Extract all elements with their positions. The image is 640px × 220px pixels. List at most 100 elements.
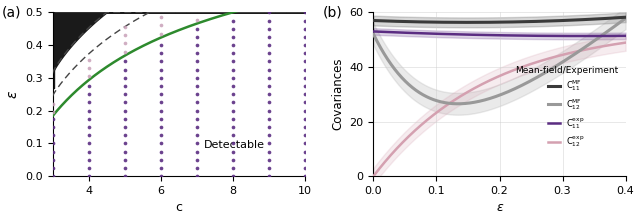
Point bbox=[191, 174, 202, 178]
Point bbox=[156, 68, 166, 72]
Point bbox=[47, 102, 58, 106]
Point bbox=[120, 60, 130, 63]
Point bbox=[120, 68, 130, 72]
Point bbox=[228, 60, 238, 63]
Point bbox=[156, 158, 166, 161]
Point bbox=[300, 43, 310, 47]
Point bbox=[120, 166, 130, 170]
Point bbox=[300, 174, 310, 178]
Point bbox=[228, 35, 238, 39]
Point bbox=[264, 142, 274, 145]
Point bbox=[156, 150, 166, 153]
Point bbox=[264, 174, 274, 178]
Point bbox=[264, 166, 274, 170]
Point bbox=[228, 19, 238, 22]
Point bbox=[191, 109, 202, 112]
Point bbox=[191, 60, 202, 63]
Point bbox=[300, 101, 310, 104]
Point bbox=[300, 11, 310, 14]
Point bbox=[300, 142, 310, 145]
Point bbox=[120, 142, 130, 145]
Point bbox=[264, 158, 274, 161]
Point bbox=[47, 166, 58, 170]
Point bbox=[228, 84, 238, 88]
Point bbox=[83, 125, 93, 129]
Point bbox=[156, 32, 166, 35]
Point bbox=[47, 142, 58, 145]
Point bbox=[300, 109, 310, 112]
Point bbox=[120, 92, 130, 96]
Point bbox=[191, 125, 202, 129]
Point bbox=[120, 125, 130, 129]
Point bbox=[156, 125, 166, 129]
Point bbox=[83, 84, 93, 88]
Point bbox=[83, 158, 93, 161]
Point bbox=[120, 42, 130, 45]
Point bbox=[120, 174, 130, 178]
Point bbox=[156, 92, 166, 96]
Point bbox=[156, 24, 166, 27]
Point bbox=[191, 150, 202, 153]
Point bbox=[264, 68, 274, 72]
Point bbox=[120, 50, 130, 53]
Point bbox=[47, 150, 58, 153]
Point bbox=[264, 109, 274, 112]
Point bbox=[264, 35, 274, 39]
Point bbox=[191, 76, 202, 80]
Point bbox=[300, 134, 310, 137]
Point bbox=[47, 158, 58, 161]
Point bbox=[228, 43, 238, 47]
Point bbox=[120, 134, 130, 137]
Point bbox=[264, 76, 274, 80]
Point bbox=[83, 109, 93, 112]
Point bbox=[300, 125, 310, 129]
Point bbox=[264, 150, 274, 153]
Point bbox=[228, 109, 238, 112]
Text: (a): (a) bbox=[2, 6, 22, 20]
Point bbox=[47, 110, 58, 114]
Point bbox=[191, 92, 202, 96]
Point bbox=[120, 84, 130, 88]
Point bbox=[264, 92, 274, 96]
Point bbox=[191, 35, 202, 39]
Point bbox=[228, 27, 238, 31]
Point bbox=[264, 27, 274, 31]
Point bbox=[264, 117, 274, 121]
Point bbox=[228, 134, 238, 137]
Point bbox=[264, 134, 274, 137]
Point bbox=[156, 134, 166, 137]
Point bbox=[156, 101, 166, 104]
Point bbox=[228, 142, 238, 145]
Point bbox=[264, 43, 274, 47]
Point bbox=[120, 150, 130, 153]
Point bbox=[120, 76, 130, 80]
Point bbox=[300, 76, 310, 80]
X-axis label: ε: ε bbox=[496, 202, 503, 214]
Point bbox=[120, 33, 130, 37]
Point bbox=[156, 174, 166, 178]
Point bbox=[83, 66, 93, 70]
Point bbox=[300, 158, 310, 161]
Point bbox=[191, 142, 202, 145]
Point bbox=[191, 158, 202, 161]
Point bbox=[156, 60, 166, 63]
Point bbox=[156, 15, 166, 19]
Point bbox=[264, 2, 274, 6]
Point bbox=[191, 134, 202, 137]
Point bbox=[228, 166, 238, 170]
Point bbox=[47, 125, 58, 129]
Text: Undetectable: Undetectable bbox=[136, 29, 211, 39]
Point bbox=[83, 142, 93, 145]
Point bbox=[264, 101, 274, 104]
Point bbox=[156, 76, 166, 80]
Point bbox=[191, 43, 202, 47]
Point bbox=[191, 117, 202, 121]
Point bbox=[156, 84, 166, 88]
Point bbox=[300, 35, 310, 39]
Point bbox=[156, 142, 166, 145]
Point bbox=[228, 51, 238, 55]
Point bbox=[300, 166, 310, 170]
Point bbox=[83, 101, 93, 104]
Point bbox=[191, 101, 202, 104]
Point bbox=[191, 166, 202, 170]
